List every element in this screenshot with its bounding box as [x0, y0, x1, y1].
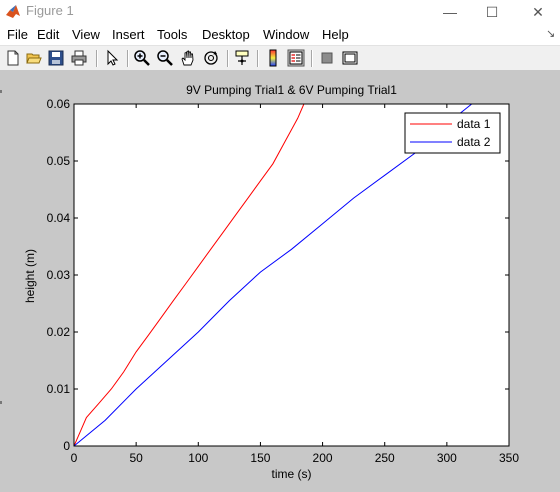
menu-insert[interactable]: Insert: [112, 27, 145, 42]
legend[interactable]: data 1 data 2: [404, 112, 501, 154]
figure-toolbar: [0, 45, 560, 71]
close-button[interactable]: ✕: [516, 0, 560, 24]
show-plot-tools-icon[interactable]: [341, 49, 359, 67]
legend-label-data-1: data 1: [457, 117, 491, 131]
data-cursor-icon[interactable]: [233, 49, 251, 67]
menu-tools[interactable]: Tools: [157, 27, 188, 42]
x-tick-label: 50: [129, 451, 143, 465]
x-tick-label: 300: [437, 451, 457, 465]
x-tick-label: 200: [313, 451, 333, 465]
axes-border: [73, 103, 510, 447]
title-bar[interactable]: Figure 1 — ☐ ✕: [0, 0, 560, 24]
menu-file[interactable]: File: [7, 27, 28, 42]
edge-mark: [0, 90, 2, 93]
open-file-icon[interactable]: [25, 49, 43, 67]
new-figure-icon[interactable]: [4, 49, 22, 67]
x-tick-label: 100: [188, 451, 208, 465]
close-icon: ✕: [532, 3, 544, 20]
y-tick-label: 0: [63, 439, 70, 453]
save-figure-icon[interactable]: [47, 49, 65, 67]
menu-edit[interactable]: Edit: [37, 27, 60, 42]
y-tick-label: 0.03: [47, 268, 71, 282]
y-tick-label: 0.04: [47, 211, 71, 225]
pan-hand-icon[interactable]: [179, 49, 197, 67]
window-title: Figure 1: [26, 3, 74, 18]
toolbar-separator: [96, 50, 98, 67]
menu-view[interactable]: View: [72, 27, 100, 42]
legend-label-data-2: data 2: [457, 135, 491, 149]
y-tick-label: 0.02: [47, 325, 71, 339]
rotate-3d-icon[interactable]: [202, 49, 220, 67]
menu-desktop[interactable]: Desktop: [202, 27, 250, 42]
series-line-data-2[interactable]: [73, 103, 473, 447]
x-tick-label: 350: [499, 451, 519, 465]
print-figure-icon[interactable]: [70, 49, 88, 67]
toolbar-separator: [311, 50, 313, 67]
minimize-button[interactable]: —: [428, 0, 472, 24]
edit-plot-arrow-icon[interactable]: [103, 49, 121, 67]
x-axis-label: time (s): [271, 467, 312, 481]
maximize-icon: ☐: [485, 3, 499, 20]
toolbar-separator: [127, 50, 129, 67]
x-tick-label: 150: [250, 451, 270, 465]
menu-window[interactable]: Window: [263, 27, 310, 42]
hide-plot-tools-icon[interactable]: [318, 49, 336, 67]
axes-background: [74, 104, 509, 446]
matlab-app-icon: [6, 5, 20, 18]
edge-mark: [0, 401, 2, 404]
insert-colorbar-icon[interactable]: [264, 49, 282, 67]
maximize-button[interactable]: ☐: [470, 0, 514, 24]
y-tick-label: 0.05: [47, 154, 71, 168]
x-tick-label: 250: [375, 451, 395, 465]
menu-help[interactable]: Help: [322, 27, 349, 42]
legend-box: [404, 112, 501, 154]
toolbar-separator: [227, 50, 229, 67]
zoom-in-icon[interactable]: [133, 49, 151, 67]
dock-arrow-icon[interactable]: ↘: [546, 28, 556, 40]
insert-legend-icon[interactable]: [287, 49, 305, 67]
y-tick-label: 0.01: [47, 382, 71, 396]
series-line-data-1[interactable]: [73, 103, 305, 447]
y-tick-label: 0.06: [47, 97, 71, 111]
zoom-out-icon[interactable]: [156, 49, 174, 67]
plot-title: 9V Pumping Trial1 & 6V Pumping Trial1: [186, 83, 397, 97]
menu-bar: File Edit View Insert Tools Desktop Wind…: [0, 24, 560, 45]
toolbar-separator: [257, 50, 259, 67]
x-tick-label: 0: [71, 451, 78, 465]
minimize-icon: —: [443, 4, 457, 20]
